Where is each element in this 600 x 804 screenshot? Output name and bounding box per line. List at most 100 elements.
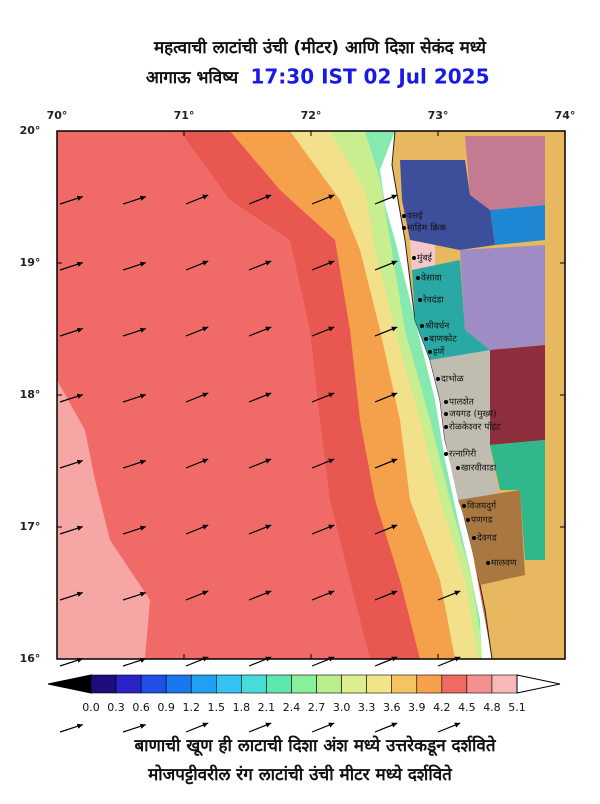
arrow-head	[202, 194, 209, 200]
arrow-head	[328, 260, 335, 266]
arrow-head	[391, 656, 398, 662]
arrow-head	[76, 393, 83, 399]
colorbar-box	[391, 674, 418, 694]
arrow-head	[202, 260, 209, 266]
arrow-head	[265, 326, 272, 332]
colorbar-box	[316, 674, 342, 694]
colorbar-label: 2.7	[308, 701, 326, 714]
place-label: देवगड	[477, 532, 497, 544]
colorbar-label: 2.1	[258, 701, 276, 714]
colorbar-label: 3.0	[333, 701, 351, 714]
arrow-head	[76, 327, 83, 333]
colorbar-label: 4.8	[483, 701, 501, 714]
place-label: रेवदंडा	[423, 294, 445, 306]
colorbar-label: 5.1	[508, 701, 526, 714]
place-marker	[444, 452, 448, 456]
colorbar-box	[266, 674, 292, 694]
place-label: जयगड (मुख्य)	[449, 410, 497, 420]
place-label: वसई	[407, 210, 424, 222]
arrow-head	[265, 194, 272, 200]
arrow-head	[391, 194, 398, 200]
place-label: रत्नागिरी	[449, 448, 477, 460]
place-marker	[444, 412, 448, 416]
arrow-head	[328, 722, 335, 728]
arrow-head	[454, 722, 461, 728]
district	[412, 260, 490, 360]
arrow-head	[391, 590, 398, 596]
arrow-head	[265, 590, 272, 596]
colorbar-label: 3.9	[408, 701, 426, 714]
lat-label: 18°	[20, 388, 41, 401]
place-marker	[472, 536, 476, 540]
arrow-head	[391, 458, 398, 464]
lat-label: 16°	[20, 652, 41, 665]
arrow-head	[328, 392, 335, 398]
arrow-head	[76, 195, 83, 201]
place-marker	[428, 350, 432, 354]
place-marker	[436, 377, 440, 381]
colorbar-box	[190, 674, 217, 694]
colorbar-label: 1.5	[208, 701, 226, 714]
footer-line: बाणाची खूण ही लाटाची दिशा अंश मध्ये उत्त…	[133, 735, 496, 757]
colorbar-box	[441, 674, 468, 694]
place-marker	[420, 324, 424, 328]
arrow-head	[202, 458, 209, 464]
sea-band	[330, 131, 492, 659]
arrow-head	[139, 525, 146, 531]
colorbar-label: 3.3	[358, 701, 376, 714]
arrow-head	[202, 656, 209, 662]
arrow-head	[454, 590, 461, 596]
colorbar-box	[90, 674, 117, 694]
district	[460, 245, 545, 350]
forecast-time: 17:30 IST 02 Jul 2025	[250, 65, 489, 89]
colorbar-box	[466, 674, 493, 694]
arrow-head	[454, 656, 461, 662]
district	[458, 490, 525, 585]
colorbar-label: 0.3	[107, 701, 125, 714]
place-marker	[466, 518, 470, 522]
lon-label: 73°	[428, 109, 449, 122]
colorbar-box	[115, 674, 142, 694]
place-label: श्रीवर्धन	[425, 320, 450, 332]
place-label: वेसावा	[421, 272, 442, 284]
subtitle: आगाऊ भविष्य	[146, 67, 239, 88]
colorbar-label: 3.6	[383, 701, 401, 714]
arrow-head	[139, 657, 146, 663]
arrow-head	[76, 657, 83, 663]
arrow-head	[202, 524, 209, 530]
district	[430, 350, 500, 500]
arrow-head	[391, 524, 398, 530]
district	[490, 205, 545, 245]
arrow-head	[265, 524, 272, 530]
arrow-head	[76, 723, 83, 729]
colorbar-box	[140, 674, 167, 694]
sea-band	[57, 380, 150, 659]
arrow-head	[139, 393, 146, 399]
colorbar-label: 0.0	[82, 701, 100, 714]
colorbar-label: 2.4	[283, 701, 301, 714]
place-marker	[444, 425, 448, 429]
colorbar-box	[241, 674, 267, 694]
arrow-head	[328, 326, 335, 332]
place-marker	[444, 400, 448, 404]
colorbar-box	[416, 674, 443, 694]
place-marker	[424, 337, 428, 341]
arrow-head	[139, 459, 146, 465]
arrow-head	[391, 392, 398, 398]
arrow-head	[391, 326, 398, 332]
place-label: मुंबई	[417, 252, 433, 264]
colorbar-over	[516, 674, 561, 694]
colorbar-box	[491, 674, 518, 694]
district	[490, 345, 545, 445]
place-label: रोळकेश्वर पॉइंट	[449, 421, 501, 433]
place-marker	[412, 256, 416, 260]
arrow-head	[76, 261, 83, 267]
place-marker	[486, 561, 490, 565]
place-marker	[416, 276, 420, 280]
district	[410, 240, 435, 270]
arrow-head	[202, 722, 209, 728]
place-label: बाणकोट	[429, 333, 457, 345]
colorbar-box	[366, 674, 393, 694]
